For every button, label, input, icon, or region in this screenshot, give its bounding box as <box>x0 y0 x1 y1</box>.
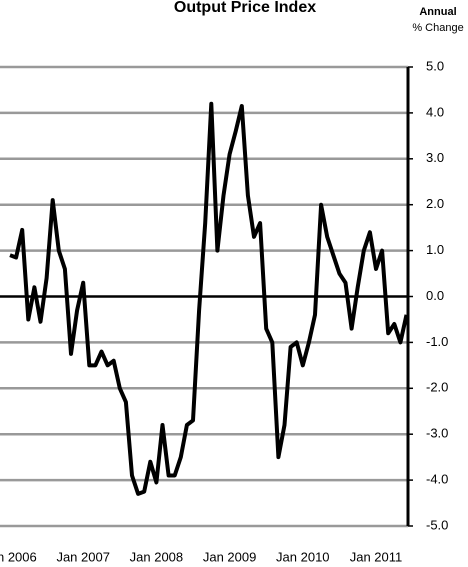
y-tick-label: 3.0 <box>426 150 444 165</box>
y-tick-label: 5.0 <box>426 58 444 73</box>
y-tick-label: 4.0 <box>426 104 444 119</box>
chart-title: Output Price Index <box>174 0 316 16</box>
y-label: % Change <box>412 22 463 34</box>
y-label: Annual <box>419 6 456 18</box>
x-tick-label: Jan 2008 <box>130 549 184 564</box>
y-tick-label: -3.0 <box>426 426 448 441</box>
y-tick-label: 2.0 <box>426 196 444 211</box>
x-tick-label: Jan 2006 <box>0 549 37 564</box>
x-tick-label: Jan 2010 <box>276 549 330 564</box>
x-tick-label: Jan 2007 <box>56 549 110 564</box>
y-tick-label: -1.0 <box>426 334 448 349</box>
data-line <box>9 101 409 496</box>
x-tick-label: Jan 2011 <box>350 549 403 564</box>
y-tick-label: 1.0 <box>426 242 444 257</box>
x-tick-label: Jan 2009 <box>203 549 257 564</box>
y-tick-label: 0.0 <box>426 288 444 303</box>
y-tick-label: -4.0 <box>426 472 448 487</box>
y-tick-label: -2.0 <box>426 380 448 395</box>
y-tick-label: -5.0 <box>426 517 448 532</box>
